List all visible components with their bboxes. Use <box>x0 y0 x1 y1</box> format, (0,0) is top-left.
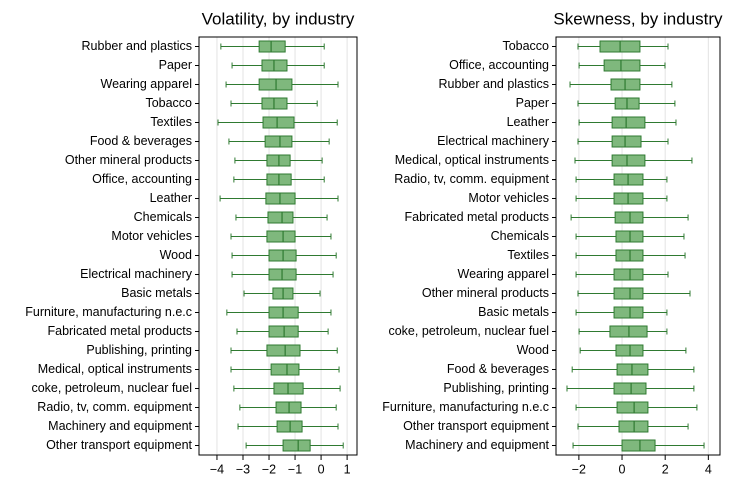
y-tick-label: Other mineral products <box>422 286 549 300</box>
y-tick-label: Chemicals <box>491 229 549 243</box>
y-tick-label: Rubber and plastics <box>82 39 192 53</box>
y-tick-label: Leather <box>507 115 549 129</box>
y-tick-label: Paper <box>516 96 549 110</box>
x-tick-label: −2 <box>262 462 276 476</box>
y-tick-label: Electrical machinery <box>437 134 550 148</box>
box <box>621 439 656 452</box>
x-tick-label: −2 <box>572 462 586 476</box>
y-tick-label: Other transport equipment <box>46 438 192 452</box>
y-tick-label: coke, petroleum, nuclear fuel <box>31 381 192 395</box>
y-tick-label: Motor vehicles <box>468 191 549 205</box>
box <box>613 287 644 300</box>
y-tick-label: Basic metals <box>121 286 192 300</box>
y-tick-label: coke, petroleum, nuclear fuel <box>388 324 549 338</box>
plot-frame <box>198 36 358 456</box>
y-tick-label: Furniture, manufacturing n.e.c <box>25 305 192 319</box>
box <box>262 116 295 129</box>
y-tick-label: Food & beverages <box>90 134 192 148</box>
x-tick-label: 0 <box>619 462 626 476</box>
box <box>611 135 642 148</box>
y-tick-label: Wood <box>517 343 549 357</box>
y-tick-label: Other transport equipment <box>403 419 549 433</box>
y-tick-label: Publishing, printing <box>86 343 192 357</box>
box <box>266 230 296 243</box>
x-tick-label: −4 <box>210 462 224 476</box>
y-tick-label: Electrical machinery <box>80 267 193 281</box>
box <box>611 116 646 129</box>
y-tick-label: Wearing apparel <box>101 77 193 91</box>
y-tick-label: Fabricated metal products <box>404 210 549 224</box>
box <box>614 211 644 224</box>
y-tick-label: Tobacco <box>502 39 549 53</box>
y-tick-label: Office, accounting <box>92 172 192 186</box>
x-tick-label: −1 <box>288 462 302 476</box>
box <box>282 439 311 452</box>
box <box>613 268 644 281</box>
x-tick-label: 4 <box>705 462 712 476</box>
y-tick-label: Furniture, manufacturing n.e.c <box>382 400 549 414</box>
y-tick-label: Chemicals <box>134 210 192 224</box>
y-tick-label: Machinery and equipment <box>405 438 549 452</box>
x-tick-label: 1 <box>344 462 351 476</box>
box <box>270 363 300 376</box>
y-tick-label: Medical, optical instruments <box>395 153 549 167</box>
y-tick-label: Textiles <box>150 115 192 129</box>
y-tick-label: Motor vehicles <box>111 229 192 243</box>
y-tick-label: Publishing, printing <box>443 381 549 395</box>
y-tick-label: Paper <box>159 58 192 72</box>
y-tick-label: Medical, optical instruments <box>38 362 192 376</box>
y-tick-label: Rubber and plastics <box>439 77 549 91</box>
y-tick-label: Food & beverages <box>447 362 549 376</box>
y-tick-label: Wood <box>160 248 192 262</box>
box <box>264 135 293 148</box>
box <box>616 401 649 414</box>
y-tick-label: Other mineral products <box>65 153 192 167</box>
y-tick-label: Fabricated metal products <box>47 324 192 338</box>
chart-title: Volatility, by industry <box>202 9 355 28</box>
y-tick-label: Tobacco <box>145 96 192 110</box>
box <box>266 344 301 357</box>
x-tick-label: 0 <box>318 462 325 476</box>
box <box>618 420 649 433</box>
y-tick-label: Radio, tv, comm. equipment <box>394 172 549 186</box>
box <box>611 154 646 167</box>
x-tick-label: −3 <box>236 462 250 476</box>
y-tick-label: Wearing apparel <box>458 267 550 281</box>
y-tick-label: Basic metals <box>478 305 549 319</box>
box <box>267 211 294 224</box>
y-tick-label: Textiles <box>507 248 549 262</box>
plot-frame <box>555 36 721 456</box>
x-tick-label: 2 <box>662 462 669 476</box>
box <box>603 59 641 72</box>
y-tick-label: Radio, tv, comm. equipment <box>37 400 192 414</box>
y-tick-label: Leather <box>150 191 192 205</box>
box <box>258 40 286 53</box>
y-tick-label: Office, accounting <box>449 58 549 72</box>
chart-title: Skewness, by industry <box>553 9 723 28</box>
box <box>613 306 644 319</box>
y-tick-label: Machinery and equipment <box>48 419 192 433</box>
box <box>613 382 647 395</box>
